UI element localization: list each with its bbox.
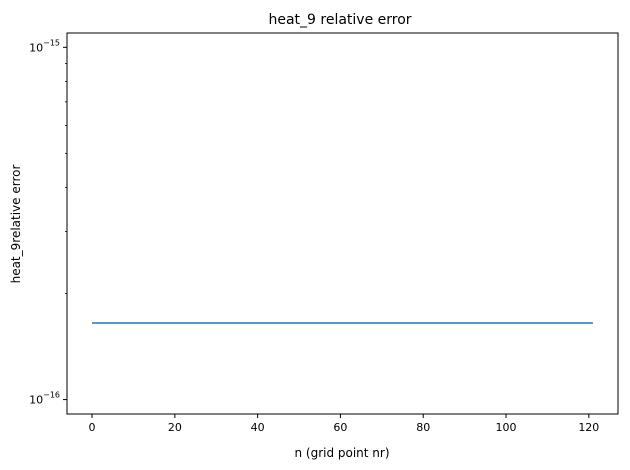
x-tick-label: 20 bbox=[168, 421, 182, 434]
x-axis-label: n (grid point nr) bbox=[294, 446, 389, 460]
y-tick-label: 10−15 bbox=[29, 38, 60, 54]
x-axis-ticks: 0 20 40 60 80 100 120 bbox=[89, 414, 599, 434]
x-tick-label: 100 bbox=[496, 421, 517, 434]
axes-frame bbox=[66, 32, 619, 415]
x-tick-label: 80 bbox=[416, 421, 430, 434]
x-tick-label: 40 bbox=[251, 421, 265, 434]
x-tick-label: 120 bbox=[578, 421, 599, 434]
y-tick-label: 10−16 bbox=[29, 391, 60, 407]
chart-title: heat_9 relative error bbox=[268, 12, 411, 28]
x-tick-label: 60 bbox=[333, 421, 347, 434]
y-axis-ticks: 10−16 10−15 bbox=[29, 38, 67, 407]
x-tick-label: 0 bbox=[89, 421, 96, 434]
y-axis-label: heat_9relative error bbox=[9, 165, 23, 284]
